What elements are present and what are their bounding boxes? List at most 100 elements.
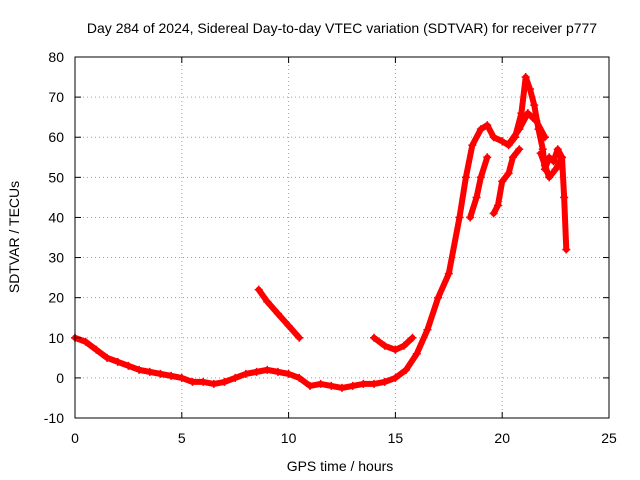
y-tick-label: 80 [48,49,64,65]
data-point [483,153,492,162]
data-point [540,161,549,170]
data-point [508,153,517,162]
data-point [391,345,400,354]
data-point [92,345,101,354]
data-point [370,333,379,342]
x-tick-label: 25 [601,430,617,446]
x-axis-label: GPS time / hours [287,458,394,474]
data-point [532,117,541,126]
data-point [124,361,133,370]
y-tick-label: 40 [48,209,64,225]
data-point [493,201,502,210]
series-segment-5 [489,145,524,218]
y-tick-label: -10 [44,410,64,426]
data-point [81,337,90,346]
x-tick-label: 20 [494,430,510,446]
data-point [549,157,558,166]
data-point [540,133,549,142]
plot-frame [74,56,610,419]
data-point [252,367,261,376]
data-point [530,101,539,110]
data-point [553,145,562,154]
data-point [399,341,408,350]
data-point [558,153,567,162]
data-point [145,367,154,376]
data-point [327,381,336,390]
data-point [231,373,240,382]
data-point [263,365,272,374]
y-tick-label: 60 [48,129,64,145]
data-point [113,357,122,366]
data-point [498,137,507,146]
data-point [468,141,477,150]
y-tick-label: 50 [48,169,64,185]
data-point [167,371,176,380]
data-point [209,379,218,388]
data-point [338,383,346,392]
data-point [402,365,411,374]
data-point [284,369,293,378]
data-point [545,153,554,162]
series-segment-4 [466,153,492,222]
data-point [188,377,197,386]
series-segment-3 [370,333,417,354]
data-point [156,369,165,378]
data-point [562,245,571,254]
data-point [273,309,282,318]
data-point [412,349,421,358]
data-point [525,85,534,94]
y-tick-label: 70 [48,89,64,105]
data-point [560,193,569,202]
data-point [391,373,400,382]
data-point [498,177,507,186]
series-trace [467,154,491,221]
data-point [523,109,532,118]
data-point [273,367,282,376]
x-tick-label: 10 [281,430,297,446]
series-segment-2 [254,285,304,342]
data-point [489,133,498,142]
data-point [370,379,379,388]
series-segment-6 [506,109,549,146]
series-trace [72,74,570,391]
data-point [461,173,470,182]
data-point [545,173,554,182]
x-tick-label: 0 [71,430,79,446]
data-point [177,373,186,382]
axis-ticks: 0 5 10 15 20 25 -10 0 10 20 30 40 50 60 70 80 [44,49,617,446]
x-tick-label: 5 [178,430,186,446]
series-main [71,73,571,392]
data-point [295,373,304,382]
data-point [434,293,443,302]
series-segment-7 [536,149,567,182]
y-tick-label: 0 [56,370,64,386]
data-point [483,121,492,130]
data-point [476,125,485,134]
data-points [71,73,571,392]
data-point [444,269,453,278]
chart-title: Day 284 of 2024, Sidereal Day-to-day VTE… [87,20,597,36]
data-point [348,381,357,390]
data-point [489,209,498,218]
y-tick-label: 10 [48,330,64,346]
data-point [103,353,112,362]
x-tick-label: 15 [388,430,404,446]
data-point [551,165,560,174]
data-point [515,145,524,154]
data-point [263,297,272,306]
data-point [199,377,208,386]
data-point [220,377,229,386]
data-point [305,381,314,390]
data-point [455,213,464,222]
data-point [504,169,513,178]
y-tick-label: 30 [48,250,64,266]
data-point [472,193,481,202]
data-point [536,149,545,158]
y-axis-label: SDTVAR / TECUs [6,181,22,293]
data-point [135,365,144,374]
data-point [506,137,515,146]
data-point [316,379,325,388]
data-point [521,73,530,82]
